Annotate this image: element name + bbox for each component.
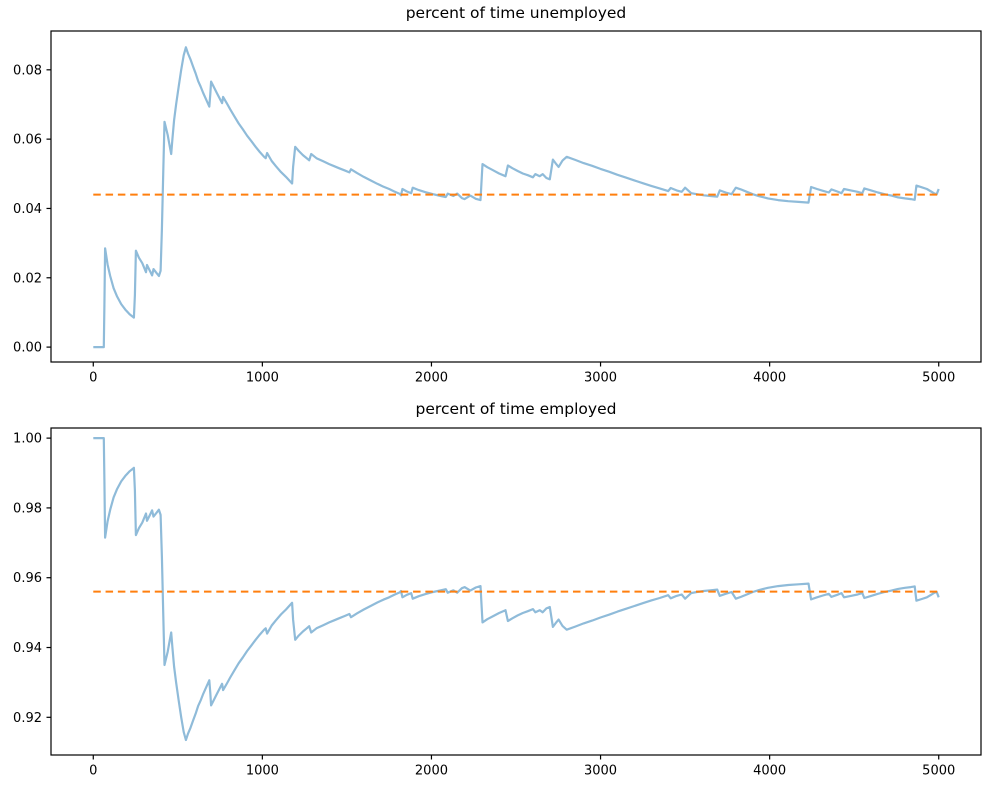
x-tick-label: 2000 xyxy=(415,764,448,779)
employed-chart-series-line xyxy=(93,437,940,742)
chart-title-unemployed: percent of time unemployed xyxy=(405,4,627,22)
x-tick-label: 4000 xyxy=(753,371,786,386)
x-tick-label: 1000 xyxy=(246,764,279,779)
y-tick-label: 0.98 xyxy=(13,501,42,516)
unemployed-chart-axes-frame xyxy=(50,30,982,363)
x-tick-label: 3000 xyxy=(584,764,617,779)
chart-title-employed: percent of time employed xyxy=(415,400,617,418)
x-tick-label: 4000 xyxy=(753,764,786,779)
y-tick-label: 1.00 xyxy=(13,432,42,447)
unemployed-chart-y-axis: 0.00 0.02 0.04 0.06 0.08 xyxy=(13,63,51,356)
y-tick-label: 0.02 xyxy=(13,271,42,286)
employed-chart-y-axis: 0.92 0.94 0.96 0.98 1.00 xyxy=(13,432,51,726)
x-tick-label: 1000 xyxy=(246,371,279,386)
employed-chart: 0 1000 2000 3000 4000 5000 0.92 0.94 0.96 0.98 1.0… xyxy=(13,427,982,779)
x-tick-label: 5000 xyxy=(922,764,955,779)
x-tick-label: 0 xyxy=(89,371,97,386)
employed-chart-axes-frame xyxy=(50,427,982,756)
x-tick-label: 2000 xyxy=(415,371,448,386)
y-tick-label: 0.96 xyxy=(13,571,42,586)
x-tick-label: 0 xyxy=(89,764,97,779)
x-tick-label: 5000 xyxy=(922,371,955,386)
y-tick-label: 0.04 xyxy=(13,202,42,217)
y-tick-label: 0.00 xyxy=(13,341,42,356)
unemployed-chart-series-line xyxy=(93,46,940,349)
y-tick-label: 0.92 xyxy=(13,711,42,726)
employed-chart-x-axis: 0 1000 2000 3000 4000 5000 xyxy=(89,755,955,779)
y-tick-label: 0.08 xyxy=(13,63,42,78)
x-tick-label: 3000 xyxy=(584,371,617,386)
y-tick-label: 0.06 xyxy=(13,133,42,148)
unemployed-chart: 0 1000 2000 3000 4000 50000.000.020.040.060.0… xyxy=(13,30,982,386)
unemployed-chart-x-axis: 0 1000 2000 3000 4000 5000 xyxy=(89,362,955,386)
y-tick-label: 0.94 xyxy=(13,641,42,656)
